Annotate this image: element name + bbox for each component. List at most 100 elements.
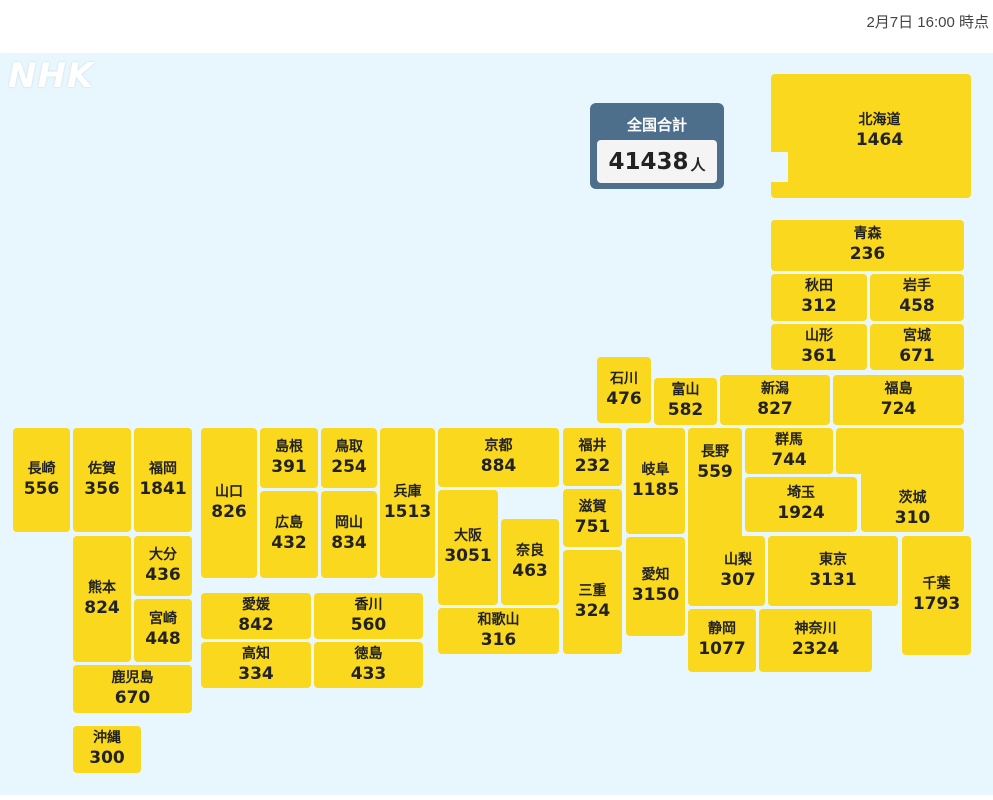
pref-count: 448 xyxy=(145,629,181,649)
pref-name: 静岡 xyxy=(708,621,736,637)
pref-yamagata[interactable]: 山形 361 xyxy=(771,324,867,370)
pref-akita[interactable]: 秋田 312 xyxy=(771,274,867,321)
pref-chiba[interactable]: 千葉 1793 xyxy=(902,536,971,655)
pref-name: 山形 xyxy=(805,327,833,344)
pref-gifu[interactable]: 岐阜 1185 xyxy=(626,428,685,534)
pref-name: 愛媛 xyxy=(242,596,270,613)
pref-nagasaki[interactable]: 長崎 556 xyxy=(13,428,70,532)
pref-count: 312 xyxy=(801,296,837,316)
pref-name: 島根 xyxy=(275,438,303,455)
pref-gunma[interactable]: 群馬 744 xyxy=(745,428,833,474)
pref-name: 秋田 xyxy=(805,278,833,294)
pref-name: 長崎 xyxy=(27,460,56,477)
pref-name: 佐賀 xyxy=(88,460,116,477)
pref-count: 300 xyxy=(89,748,125,768)
pref-name: 山口 xyxy=(215,483,243,500)
pref-name: 埼玉 xyxy=(787,485,815,501)
pref-tokyo[interactable]: 東京 3131 xyxy=(768,536,898,606)
pref-yamanashi[interactable]: 山梨 307 xyxy=(711,536,765,606)
national-total-unit: 人 xyxy=(690,156,706,174)
pref-shiga[interactable]: 滋賀 751 xyxy=(563,489,622,547)
pref-count: 324 xyxy=(574,600,611,621)
pref-kanagawa[interactable]: 神奈川 2324 xyxy=(759,609,872,672)
pref-count: 1185 xyxy=(631,479,680,500)
pref-oita[interactable]: 大分 436 xyxy=(134,536,192,596)
pref-miyazaki[interactable]: 宮崎 448 xyxy=(134,599,192,662)
pref-count: 463 xyxy=(512,560,548,581)
pref-count: 310 xyxy=(894,507,931,528)
pref-name: 鳥取 xyxy=(335,438,363,455)
pref-count: 432 xyxy=(271,533,307,553)
pref-saitama[interactable]: 埼玉 1924 xyxy=(745,477,857,532)
pref-count: 556 xyxy=(23,478,60,499)
pref-count: 1077 xyxy=(698,639,746,659)
pref-count: 356 xyxy=(84,478,120,499)
pref-name: 沖縄 xyxy=(93,730,121,746)
pref-fukuoka[interactable]: 福岡 1841 xyxy=(134,428,192,532)
pref-tottori[interactable]: 鳥取 254 xyxy=(321,428,377,488)
pref-count: 3131 xyxy=(809,569,857,590)
pref-count: 458 xyxy=(899,296,935,316)
pref-count: 884 xyxy=(480,456,517,476)
pref-name: 大分 xyxy=(149,546,177,563)
pref-ibaraki[interactable]: 茨城 310 xyxy=(861,428,964,532)
pref-name: 大阪 xyxy=(454,528,482,544)
pref-aichi[interactable]: 愛知 3150 xyxy=(626,537,685,636)
nhk-logo: NHK xyxy=(8,56,95,96)
pref-ehime[interactable]: 愛媛 842 xyxy=(201,593,311,639)
pref-name: 岡山 xyxy=(335,515,363,531)
pref-shizuoka[interactable]: 静岡 1077 xyxy=(688,609,756,672)
pref-kumamoto[interactable]: 熊本 824 xyxy=(73,536,131,662)
pref-name: 東京 xyxy=(819,551,847,568)
pref-count: 391 xyxy=(271,456,307,477)
pref-count: 1793 xyxy=(912,594,961,614)
pref-toyama[interactable]: 富山 582 xyxy=(654,378,717,425)
pref-ishikawa[interactable]: 石川 476 xyxy=(597,357,651,423)
pref-count: 834 xyxy=(331,533,367,553)
pref-count: 842 xyxy=(238,614,274,635)
pref-name: 青森 xyxy=(853,226,882,242)
pref-osaka[interactable]: 大阪 3051 xyxy=(438,490,498,605)
pref-name: 福岡 xyxy=(149,460,177,477)
pref-count: 3051 xyxy=(444,546,492,566)
pref-count: 2324 xyxy=(791,639,840,659)
national-total-box: 全国合計 41438 人 xyxy=(590,103,724,189)
pref-count: 361 xyxy=(801,345,837,366)
pref-hiroshima[interactable]: 広島 432 xyxy=(260,491,318,578)
pref-fukushima[interactable]: 福島 724 xyxy=(833,375,964,425)
pref-name: 和歌山 xyxy=(477,611,520,628)
pref-hyogo[interactable]: 兵庫 1513 xyxy=(380,428,435,578)
pref-niigata[interactable]: 新潟 827 xyxy=(720,375,830,425)
pref-name: 新潟 xyxy=(761,380,789,397)
pref-okayama[interactable]: 岡山 834 xyxy=(321,491,377,578)
pref-saga[interactable]: 佐賀 356 xyxy=(73,428,131,532)
pref-kochi[interactable]: 高知 334 xyxy=(201,642,311,688)
pref-kagawa[interactable]: 香川 560 xyxy=(314,593,423,639)
national-total-label: 全国合計 xyxy=(626,116,687,134)
pref-name: 岐阜 xyxy=(641,461,670,478)
pref-mie[interactable]: 三重 324 xyxy=(563,550,622,654)
pref-wakayama[interactable]: 和歌山 316 xyxy=(438,608,559,654)
pref-count: 1924 xyxy=(777,503,825,523)
pref-name: 滋賀 xyxy=(578,498,607,515)
pref-okinawa[interactable]: 沖縄 300 xyxy=(73,726,141,773)
pref-name: 香川 xyxy=(354,596,383,613)
pref-count: 560 xyxy=(350,614,387,635)
pref-count: 316 xyxy=(480,629,517,650)
pref-yamaguchi[interactable]: 山口 826 xyxy=(201,428,257,578)
pref-miyagi[interactable]: 宮城 671 xyxy=(870,324,964,370)
pref-hokkaido[interactable]: 北海道 1464 xyxy=(771,74,971,198)
pref-count: 232 xyxy=(574,455,611,476)
pref-name: 京都 xyxy=(484,438,513,454)
pref-kyoto[interactable]: 京都 884 xyxy=(438,428,559,487)
pref-count: 671 xyxy=(899,345,935,366)
pref-name: 岩手 xyxy=(903,278,931,294)
pref-shimane[interactable]: 島根 391 xyxy=(260,428,318,488)
pref-iwate[interactable]: 岩手 458 xyxy=(870,274,964,321)
pref-nara[interactable]: 奈良 463 xyxy=(501,519,559,605)
pref-fukui[interactable]: 福井 232 xyxy=(563,428,622,486)
pref-kagoshima[interactable]: 鹿児島 670 xyxy=(73,665,192,713)
pref-tokushima[interactable]: 徳島 433 xyxy=(314,642,423,688)
pref-name: 兵庫 xyxy=(393,483,422,500)
pref-aomori[interactable]: 青森 236 xyxy=(771,220,964,271)
